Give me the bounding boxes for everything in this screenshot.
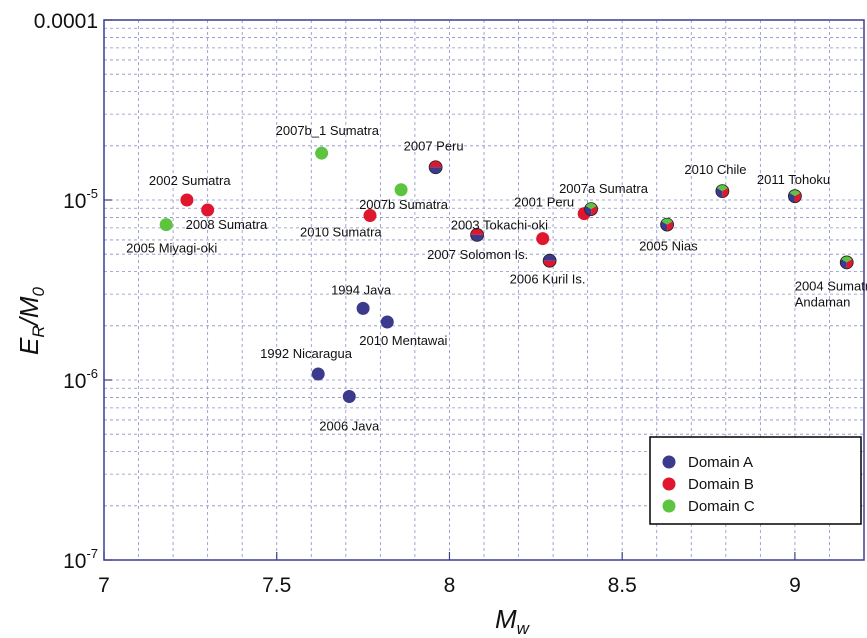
data-point bbox=[201, 203, 215, 217]
x-tick-label: 8 bbox=[444, 574, 456, 597]
y-tick-label: 10-6 bbox=[63, 366, 98, 393]
point-label: 2011 Tohoku bbox=[757, 172, 830, 187]
point-slice bbox=[543, 254, 557, 261]
point-slice bbox=[429, 160, 443, 168]
point-outline bbox=[715, 184, 730, 199]
point-label: 2004 Sumatra-Andaman bbox=[795, 278, 867, 309]
legend-marker bbox=[662, 499, 676, 513]
x-axis-title: Mw bbox=[495, 604, 531, 638]
point-outline bbox=[428, 160, 443, 175]
point-outline bbox=[584, 202, 598, 217]
point-label: 2006 Java bbox=[319, 418, 380, 433]
point-slice bbox=[543, 260, 557, 268]
y-tick-label: 0.0001 bbox=[34, 10, 98, 33]
data-point bbox=[470, 227, 484, 242]
x-tick-label: 9 bbox=[789, 574, 801, 597]
legend: Domain A Domain B Domain C bbox=[649, 436, 862, 525]
point-label: 2003 Tokachi-oki bbox=[451, 218, 548, 233]
point-label: 1992 Nicaragua bbox=[260, 346, 353, 361]
point-outline bbox=[542, 253, 557, 268]
data-point bbox=[428, 160, 443, 175]
data-point bbox=[159, 218, 173, 232]
point-label: 2007a Sumatra bbox=[559, 181, 649, 196]
data-point bbox=[356, 301, 370, 315]
point-marker bbox=[363, 209, 377, 223]
data-point bbox=[311, 367, 325, 381]
point-label: 1994 Java bbox=[331, 282, 392, 297]
y-axis-title: ER/M0 bbox=[14, 286, 48, 355]
data-point bbox=[363, 209, 377, 223]
data-point bbox=[342, 389, 356, 403]
point-slice bbox=[470, 228, 484, 235]
y-tick-label: 10-5 bbox=[63, 186, 98, 213]
data-point bbox=[788, 189, 802, 204]
axis-ticks: 7 7.5 8 8.5 9 0.0001 10-5 10-6 10-7 bbox=[34, 10, 801, 597]
x-tick-label: 7.5 bbox=[262, 574, 291, 597]
point-slice bbox=[716, 184, 728, 192]
point-marker bbox=[159, 218, 173, 232]
point-label: 2005 Nias bbox=[639, 239, 698, 254]
data-point bbox=[536, 232, 550, 246]
point-marker bbox=[315, 146, 329, 160]
legend-marker bbox=[662, 477, 676, 491]
data-point bbox=[180, 193, 194, 207]
point-outline bbox=[660, 217, 674, 232]
point-labels: 2007b_1 Sumatra 2007 Peru 2002 Sumatra 2008… bbox=[126, 123, 867, 433]
x-tick-label: 8.5 bbox=[608, 574, 637, 597]
point-outline bbox=[470, 227, 484, 242]
point-label: 2001 Peru bbox=[514, 195, 574, 210]
point-label: 2002 Sumatra bbox=[149, 173, 231, 188]
point-marker bbox=[180, 193, 194, 207]
point-marker bbox=[311, 367, 325, 381]
legend-box bbox=[649, 436, 862, 525]
point-slice bbox=[429, 167, 443, 174]
legend-label: Domain C bbox=[688, 498, 755, 515]
point-label: 2007 Peru bbox=[404, 138, 464, 153]
point-marker bbox=[201, 203, 215, 217]
point-label: 2007b Sumatra bbox=[359, 197, 449, 212]
x-tick-label: 7 bbox=[98, 574, 110, 597]
legend-label: Domain B bbox=[688, 476, 754, 493]
point-marker bbox=[356, 301, 370, 315]
y-tick-label: 10-7 bbox=[63, 546, 98, 573]
point-label: 2005 Miyagi-oki bbox=[126, 241, 217, 256]
point-label: 2007b_1 Sumatra bbox=[276, 123, 380, 138]
data-point bbox=[394, 183, 408, 197]
point-outline bbox=[788, 189, 802, 204]
point-label: 2008 Sumatra bbox=[186, 217, 268, 232]
data-point bbox=[315, 146, 329, 160]
legend-items: Domain A Domain B Domain C bbox=[662, 454, 755, 515]
point-marker bbox=[536, 232, 550, 246]
point-marker bbox=[342, 389, 356, 403]
point-slice bbox=[470, 234, 484, 242]
point-marker bbox=[380, 315, 394, 329]
data-point bbox=[380, 315, 394, 329]
point-outline bbox=[839, 255, 854, 270]
legend-label: Domain A bbox=[688, 454, 753, 471]
point-label: 2010 Chile bbox=[684, 162, 746, 177]
point-label: 2010 Mentawai bbox=[359, 333, 447, 348]
data-point bbox=[584, 202, 598, 217]
data-point bbox=[839, 255, 854, 270]
data-point bbox=[715, 184, 730, 199]
data-point bbox=[542, 253, 557, 268]
data-points bbox=[159, 146, 854, 403]
data-point bbox=[660, 217, 674, 232]
plot-frame bbox=[103, 19, 865, 561]
grid-lines bbox=[103, 19, 865, 561]
point-marker bbox=[394, 183, 408, 197]
point-label: 2007 Solomon Is. bbox=[427, 247, 528, 262]
point-label: 2010 Sumatra bbox=[300, 225, 382, 240]
point-label: 2006 Kuril Is. bbox=[510, 272, 586, 287]
legend-marker bbox=[662, 455, 676, 469]
